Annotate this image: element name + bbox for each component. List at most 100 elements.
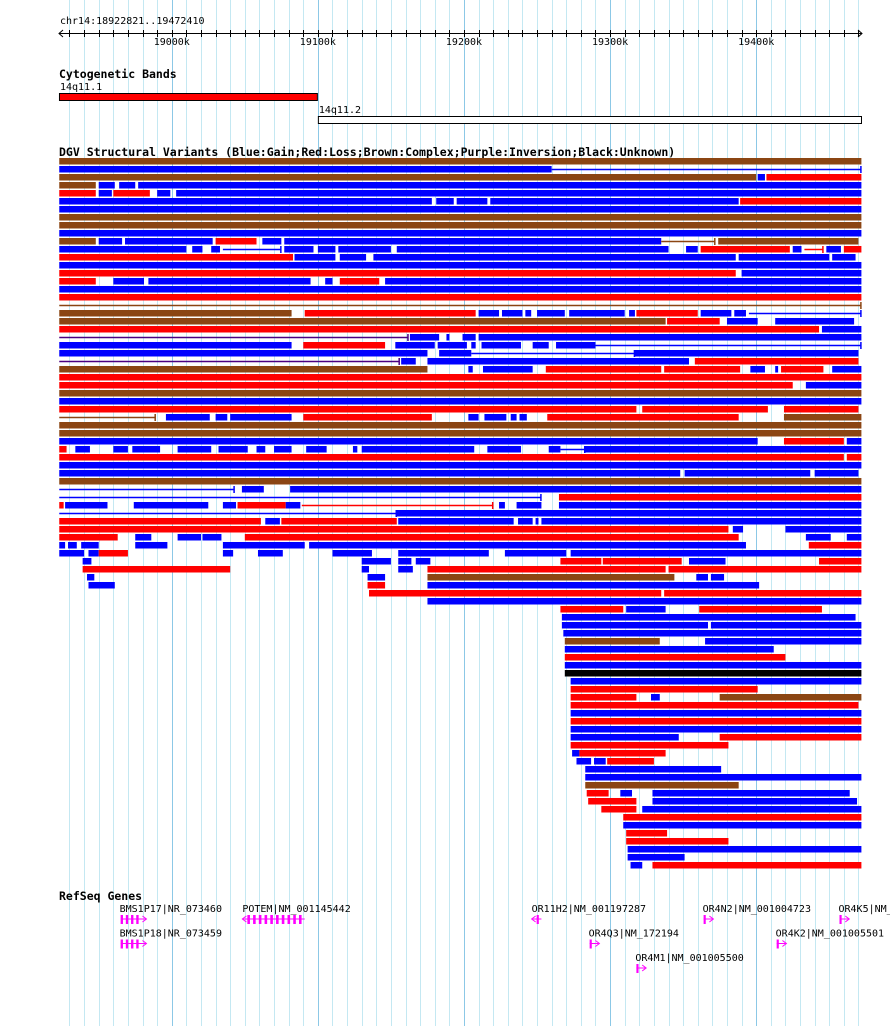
- variant-bar[interactable]: [59, 182, 96, 189]
- variant-bar[interactable]: [306, 446, 327, 453]
- gene-glyph[interactable]: [120, 939, 148, 949]
- variant-bar[interactable]: [832, 254, 856, 261]
- variant-bar[interactable]: [570, 702, 859, 709]
- variant-bar[interactable]: [710, 622, 862, 629]
- variant-bar[interactable]: [338, 246, 391, 253]
- variant-bar[interactable]: [59, 454, 844, 461]
- variant-bar[interactable]: [481, 342, 521, 349]
- variant-bar[interactable]: [59, 270, 736, 277]
- variant-bar[interactable]: [82, 566, 231, 573]
- variant-bar[interactable]: [59, 166, 552, 173]
- variant-bar[interactable]: [222, 542, 305, 549]
- gene-glyph[interactable]: [776, 939, 788, 949]
- variant-bar[interactable]: [75, 446, 90, 453]
- variant-bar[interactable]: [309, 542, 746, 549]
- variant-bar[interactable]: [59, 374, 862, 381]
- variant-bar[interactable]: [409, 334, 440, 341]
- variant-bar[interactable]: [627, 854, 685, 861]
- variant-bar[interactable]: [262, 238, 282, 245]
- variant-bar[interactable]: [623, 822, 862, 829]
- variant-bar[interactable]: [284, 238, 662, 245]
- gene-glyph[interactable]: [636, 964, 647, 973]
- variant-bar[interactable]: [630, 862, 643, 869]
- variant-bar[interactable]: [826, 246, 841, 253]
- variant-bar[interactable]: [59, 526, 729, 533]
- variant-bar[interactable]: [135, 542, 168, 549]
- variant-bar[interactable]: [339, 278, 380, 285]
- variant-bar[interactable]: [564, 654, 786, 661]
- variant-bar[interactable]: [398, 566, 413, 573]
- variant-bar[interactable]: [783, 414, 862, 421]
- variant-bar[interactable]: [570, 686, 758, 693]
- variant-bar[interactable]: [484, 414, 507, 421]
- variant-bar[interactable]: [176, 190, 862, 197]
- variant-bar[interactable]: [805, 534, 831, 541]
- variant-bar[interactable]: [59, 406, 637, 413]
- variant-bar[interactable]: [651, 694, 660, 701]
- variant-bar[interactable]: [785, 526, 862, 533]
- variant-bar[interactable]: [304, 310, 476, 317]
- variant-bar[interactable]: [781, 366, 824, 373]
- variant-bar[interactable]: [570, 550, 862, 557]
- variant-bar[interactable]: [652, 798, 858, 805]
- variant-bar[interactable]: [808, 542, 862, 549]
- variant-bar[interactable]: [688, 558, 726, 565]
- variant-bar[interactable]: [211, 246, 220, 253]
- variant-bar[interactable]: [740, 198, 862, 205]
- variant-bar[interactable]: [456, 198, 488, 205]
- variant-bar[interactable]: [570, 718, 862, 725]
- variant-bar[interactable]: [125, 238, 213, 245]
- variant-bar[interactable]: [570, 742, 729, 749]
- variant-bar[interactable]: [585, 774, 862, 781]
- variant-bar[interactable]: [59, 502, 64, 509]
- variant-bar[interactable]: [518, 518, 533, 525]
- variant-bar[interactable]: [585, 782, 739, 789]
- variant-bar[interactable]: [157, 190, 171, 197]
- variant-bar[interactable]: [478, 310, 500, 317]
- variant-bar[interactable]: [59, 542, 66, 549]
- variant-bar[interactable]: [642, 406, 768, 413]
- variant-bar[interactable]: [668, 566, 862, 573]
- variant-bar[interactable]: [274, 446, 292, 453]
- cytoband-14q11.1[interactable]: [58, 93, 318, 101]
- variant-bar[interactable]: [59, 430, 862, 437]
- variant-bar[interactable]: [317, 246, 336, 253]
- variant-bar[interactable]: [215, 414, 228, 421]
- variant-bar[interactable]: [361, 558, 391, 565]
- variant-bar[interactable]: [59, 246, 187, 253]
- variant-bar[interactable]: [726, 318, 758, 325]
- variant-bar[interactable]: [59, 326, 820, 333]
- variant-bar[interactable]: [59, 366, 428, 373]
- variant-bar[interactable]: [750, 366, 765, 373]
- variant-bar[interactable]: [82, 558, 92, 565]
- variant-bar[interactable]: [572, 750, 580, 757]
- variant-bar[interactable]: [59, 174, 757, 181]
- variant-bar[interactable]: [59, 422, 862, 429]
- variant-bar[interactable]: [718, 238, 859, 245]
- variant-bar[interactable]: [732, 526, 744, 533]
- variant-bar[interactable]: [558, 502, 862, 509]
- variant-bar[interactable]: [699, 606, 822, 613]
- variant-bar[interactable]: [133, 502, 209, 509]
- variant-bar[interactable]: [510, 414, 517, 421]
- variant-bar[interactable]: [218, 446, 248, 453]
- variant-bar[interactable]: [792, 246, 802, 253]
- variant-bar[interactable]: [516, 502, 542, 509]
- variant-bar[interactable]: [710, 574, 725, 581]
- variant-bar[interactable]: [569, 310, 625, 317]
- variant-bar[interactable]: [525, 310, 532, 317]
- variant-bar[interactable]: [570, 726, 862, 733]
- variant-bar[interactable]: [59, 534, 118, 541]
- variant-bar[interactable]: [222, 502, 237, 509]
- variant-bar[interactable]: [373, 254, 736, 261]
- variant-bar[interactable]: [401, 358, 416, 365]
- variant-bar[interactable]: [290, 486, 862, 493]
- variant-bar[interactable]: [757, 174, 765, 181]
- variant-bar[interactable]: [734, 310, 746, 317]
- variant-bar[interactable]: [113, 190, 150, 197]
- variant-bar[interactable]: [832, 366, 862, 373]
- variant-bar[interactable]: [541, 518, 862, 525]
- variant-bar[interactable]: [564, 662, 862, 669]
- variant-bar[interactable]: [664, 366, 741, 373]
- variant-bar[interactable]: [98, 238, 123, 245]
